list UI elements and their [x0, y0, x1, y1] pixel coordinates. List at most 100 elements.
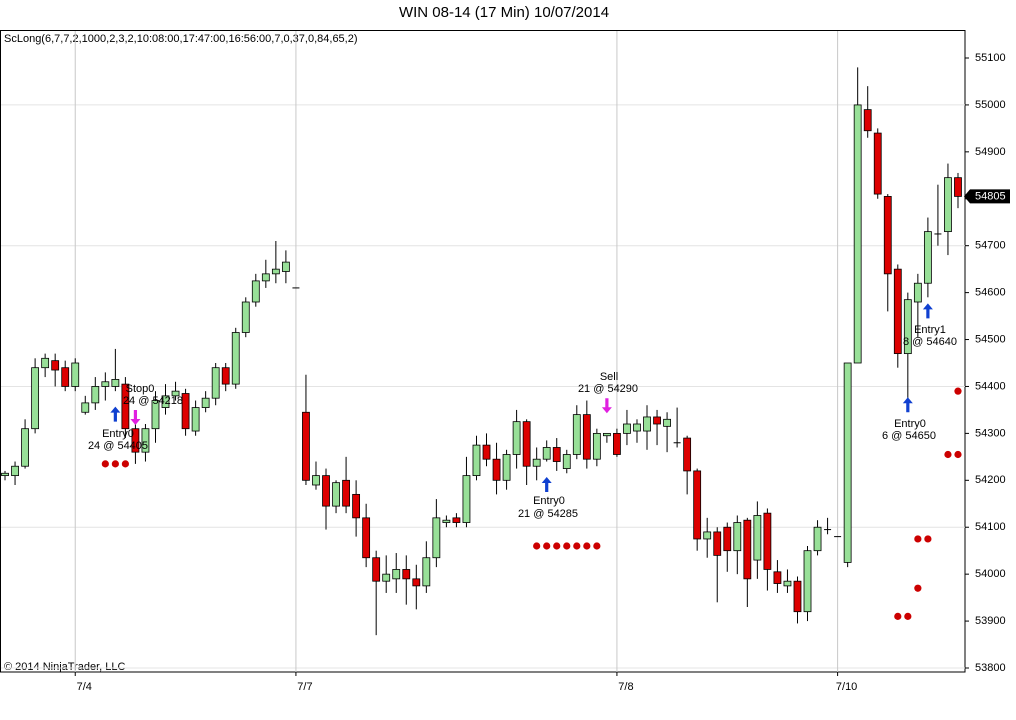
- stop-marker: [894, 612, 902, 620]
- candle-body: [683, 437, 692, 472]
- annotation: 8 @ 54640: [903, 336, 957, 348]
- candle-body: [302, 411, 310, 481]
- candle-body: [753, 515, 762, 561]
- stop-marker: [954, 450, 962, 459]
- entry-arrow: [110, 406, 121, 422]
- candle-body: [623, 423, 631, 434]
- candle-body: [653, 416, 661, 425]
- annotation: 21 @ 54285: [518, 508, 578, 520]
- candle-body: [502, 454, 511, 481]
- candle-body: [903, 299, 912, 355]
- candle-body: [161, 395, 170, 408]
- stop-marker: [944, 450, 952, 459]
- candle-body: [281, 261, 290, 272]
- candle-body: [181, 393, 190, 430]
- chart-title: WIN 08-14 (17 Min) 10/07/2014: [399, 4, 609, 21]
- candle-body: [452, 517, 461, 523]
- candle-body: [392, 569, 401, 580]
- candle-body: [592, 432, 601, 460]
- annotation: Entry0: [102, 428, 134, 440]
- y-tick-label: 54700: [975, 240, 1006, 252]
- candle-body: [211, 367, 220, 399]
- candle-body: [91, 386, 100, 404]
- annotation: Sell: [600, 371, 618, 383]
- candle-body: [843, 362, 852, 563]
- candle-body: [572, 414, 581, 455]
- candle-body: [512, 421, 521, 455]
- candle-body: [131, 428, 140, 453]
- candle-body: [51, 360, 60, 371]
- stop-marker: [563, 542, 571, 550]
- candle-body: [251, 280, 260, 303]
- candle-body: [723, 526, 732, 552]
- exit-arrow: [601, 398, 612, 414]
- candle-body: [81, 402, 90, 413]
- candle-body: [241, 301, 250, 333]
- candle-body: [462, 475, 471, 523]
- candle-body: [613, 432, 621, 455]
- candle-body: [31, 367, 40, 430]
- stop-marker: [924, 535, 932, 543]
- entry-arrow: [541, 477, 552, 492]
- stop-marker: [914, 584, 922, 592]
- candle-body: [663, 418, 671, 427]
- annotation: Entry0: [533, 495, 565, 507]
- candle-body: [883, 196, 892, 275]
- candle-body: [322, 475, 330, 507]
- last-price-label: 54805: [975, 190, 1006, 202]
- candle-body: [703, 531, 712, 540]
- candle-body: [121, 383, 130, 430]
- candle-body: [352, 493, 361, 519]
- candle-body: [231, 332, 240, 385]
- candle-body: [793, 580, 802, 613]
- candle-body: [482, 444, 491, 460]
- stop-marker: [573, 542, 581, 550]
- candle-body: [803, 550, 812, 613]
- candle-body: [432, 517, 441, 559]
- annotation: 24 @ 54218: [123, 395, 183, 407]
- plot-frame: [0, 30, 966, 673]
- candle-body: [442, 519, 451, 523]
- stop-marker: [553, 542, 561, 550]
- candle-body: [271, 268, 280, 275]
- entry-arrow: [902, 397, 913, 413]
- candle-body: [954, 177, 962, 197]
- candle-body: [582, 414, 591, 460]
- candle-body: [362, 517, 371, 559]
- y-tick-label: 54100: [975, 521, 1006, 533]
- stop-marker: [533, 542, 541, 550]
- annotation: Stop0: [126, 383, 155, 395]
- candle-body: [643, 416, 651, 432]
- candle-body: [141, 428, 150, 453]
- stop-marker: [914, 535, 922, 543]
- candle-body: [944, 177, 952, 233]
- candle-body: [11, 465, 19, 477]
- y-tick-label: 55100: [975, 52, 1006, 64]
- y-tick-label: 54000: [975, 568, 1006, 580]
- candle-body: [893, 268, 902, 355]
- candle-body: [171, 390, 180, 397]
- candle-body: [773, 571, 782, 584]
- last-price-box: [964, 189, 1010, 204]
- y-tick-label: 55000: [975, 99, 1006, 111]
- x-tick-label: 7/4: [77, 681, 92, 693]
- y-tick-label: 54500: [975, 333, 1006, 345]
- candle-body: [472, 444, 481, 477]
- stop-marker: [593, 542, 601, 550]
- candle-body: [41, 357, 50, 369]
- stop-marker: [101, 460, 109, 468]
- candle-body: [913, 282, 922, 303]
- candle-body: [562, 454, 571, 469]
- indicator-label: ScLong(6,7,7,2,1000,2,3,2,10:08:00,17:47…: [4, 33, 358, 45]
- candle-body: [923, 231, 932, 284]
- candle-body: [492, 458, 501, 481]
- candle-body: [743, 519, 752, 580]
- candle-body: [522, 421, 531, 467]
- candle-body: [1, 472, 9, 477]
- candle-body: [713, 531, 722, 556]
- candle-body: [863, 109, 872, 132]
- annotation: Entry1: [914, 324, 946, 336]
- copyright: © 2014 NinjaTrader, LLC: [4, 661, 125, 673]
- y-tick-label: 54900: [975, 146, 1006, 158]
